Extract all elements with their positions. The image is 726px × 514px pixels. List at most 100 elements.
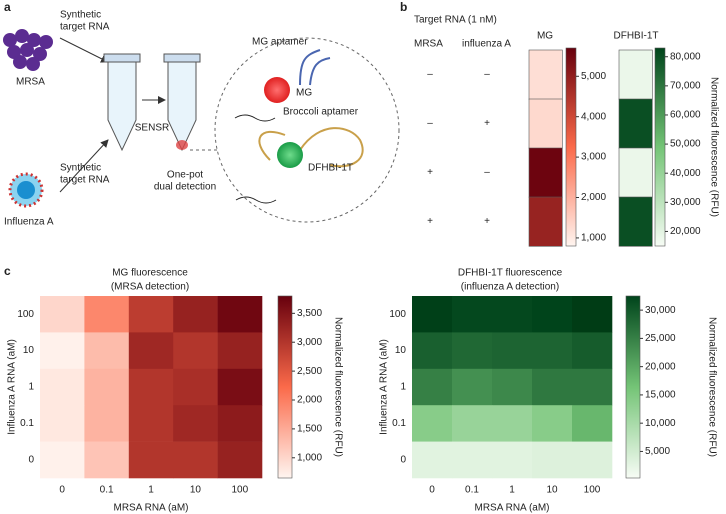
colorbar-tick-label: 3,500 bbox=[297, 308, 322, 319]
diagram-label: target RNA bbox=[60, 175, 110, 186]
y-axis-label: Influenza A RNA (aM) bbox=[7, 339, 18, 435]
colorbar-label: Normalized fluorescence (RFU) bbox=[708, 77, 719, 217]
colorbar bbox=[654, 47, 666, 247]
colorbar-tick-label: 2,000 bbox=[297, 395, 322, 406]
y-tick-label: 0.1 bbox=[20, 418, 34, 429]
heatmap-cell bbox=[618, 196, 653, 247]
heatmap-cell bbox=[217, 368, 263, 406]
row-label: – bbox=[427, 118, 433, 129]
colorbar-tick-label: 80,000 bbox=[670, 51, 701, 62]
heatmap-cell bbox=[173, 296, 218, 333]
colorbar-tick-label: 30,000 bbox=[645, 305, 676, 316]
mrsa-icon bbox=[3, 29, 53, 71]
influenza-icon bbox=[8, 172, 44, 208]
panel-label: b bbox=[400, 0, 407, 14]
colorbar-tick-label: 2,500 bbox=[297, 366, 322, 377]
colorbar-tick-label: 40,000 bbox=[670, 168, 701, 179]
rna bbox=[235, 196, 277, 204]
y-axis-label: Influenza A RNA (aM) bbox=[379, 339, 390, 435]
heatmap-cell bbox=[532, 368, 573, 406]
heatmap-cell bbox=[528, 49, 563, 100]
x-tick-label: 1 bbox=[148, 485, 154, 496]
heatmap-cell bbox=[492, 368, 533, 406]
heatmap-cell bbox=[572, 405, 613, 442]
heatmap-cell bbox=[452, 441, 493, 479]
heatmap-cell bbox=[217, 441, 263, 479]
heatmap-cell bbox=[173, 441, 218, 479]
arrow bbox=[59, 37, 109, 63]
colorbar-tick-label: 10,000 bbox=[645, 418, 676, 429]
colorbar-tick-label: 30,000 bbox=[670, 197, 701, 208]
y-tick-label: 10 bbox=[395, 345, 407, 356]
diagram-label: One-pot bbox=[167, 170, 203, 181]
heatmap-cell bbox=[618, 49, 653, 100]
row-label: – bbox=[427, 69, 433, 80]
heatmap-cell bbox=[84, 368, 130, 406]
heatmap-cell bbox=[492, 296, 533, 333]
heatmap-cell bbox=[532, 405, 573, 442]
x-axis-label: MRSA RNA (aM) bbox=[113, 503, 188, 514]
x-tick-label: 10 bbox=[546, 485, 558, 496]
heatmap-cell bbox=[492, 332, 533, 370]
tube-cap bbox=[163, 53, 201, 63]
colorbar-tick-label: 20,000 bbox=[670, 226, 701, 237]
x-tick-label: 0 bbox=[429, 485, 435, 496]
heatmap-cell bbox=[452, 332, 493, 370]
diagram-label: MG bbox=[296, 88, 312, 99]
chart-title: (MRSA detection) bbox=[111, 282, 189, 293]
x-tick-label: 0 bbox=[59, 485, 65, 496]
diagram-label: Synthetic bbox=[60, 163, 101, 174]
diagram-label: MG aptamer bbox=[252, 37, 308, 48]
mg-dye bbox=[264, 77, 290, 103]
heatmap-cell bbox=[412, 405, 453, 442]
heatmap-cell bbox=[572, 296, 613, 333]
dfhbi-dye bbox=[277, 142, 303, 168]
heatmap-cell bbox=[412, 332, 453, 370]
diagram-label: Synthetic bbox=[60, 10, 101, 21]
column-label: influenza A bbox=[462, 39, 511, 50]
colorbar-tick-label: 3,000 bbox=[297, 337, 322, 348]
y-tick-label: 1 bbox=[400, 382, 406, 393]
heatmap-cell bbox=[618, 147, 653, 198]
tube bbox=[167, 59, 197, 152]
colorbar-tick-label: 60,000 bbox=[670, 110, 701, 121]
x-tick-label: 100 bbox=[584, 485, 601, 496]
y-tick-label: 0 bbox=[400, 454, 406, 465]
x-tick-label: 100 bbox=[231, 485, 248, 496]
colorbar-tick-label: 5,000 bbox=[645, 446, 670, 457]
heatmap-cell bbox=[128, 332, 174, 370]
diagram-label: SENSR bbox=[135, 123, 169, 134]
heatmap-cell bbox=[84, 441, 130, 479]
heatmap-cell bbox=[528, 196, 563, 247]
colorbar-tick-label: 5,000 bbox=[581, 71, 606, 82]
heatmap-cell bbox=[528, 147, 563, 198]
colorbar-tick-label: 1,000 bbox=[581, 233, 606, 244]
x-axis-label: MRSA RNA (aM) bbox=[474, 503, 549, 514]
heatmap-cell bbox=[128, 368, 174, 406]
diagram-label: DFHBI-1T bbox=[308, 163, 353, 174]
header: Target RNA (1 nM) bbox=[414, 15, 497, 26]
tube bbox=[107, 59, 137, 152]
heatmap-cell bbox=[412, 368, 453, 406]
heatmap-cell bbox=[173, 405, 218, 442]
row-label: + bbox=[484, 216, 490, 227]
colorbar-tick-label: 1,000 bbox=[297, 452, 322, 463]
heatmap-cell bbox=[572, 368, 613, 406]
y-tick-label: 100 bbox=[389, 309, 406, 320]
colorbar-tick-label: 15,000 bbox=[645, 390, 676, 401]
chart-title: DFHBI-1T bbox=[614, 31, 659, 42]
rna bbox=[234, 114, 276, 122]
heatmap-cell bbox=[217, 405, 263, 442]
heatmap-cell bbox=[84, 405, 130, 442]
heatmap-cell bbox=[618, 98, 653, 149]
chart-title: DFHBI-1T fluorescence bbox=[458, 268, 563, 279]
arrow bbox=[59, 139, 109, 193]
diagram-label: Broccoli aptamer bbox=[283, 107, 359, 118]
chart-title: (influenza A detection) bbox=[461, 282, 559, 293]
y-tick-label: 1 bbox=[28, 382, 34, 393]
colorbar-tick-label: 3,000 bbox=[581, 152, 606, 163]
heatmap-cell bbox=[40, 332, 85, 370]
row-label: + bbox=[484, 118, 490, 129]
colorbar bbox=[277, 295, 293, 479]
heatmap-cell bbox=[173, 368, 218, 406]
